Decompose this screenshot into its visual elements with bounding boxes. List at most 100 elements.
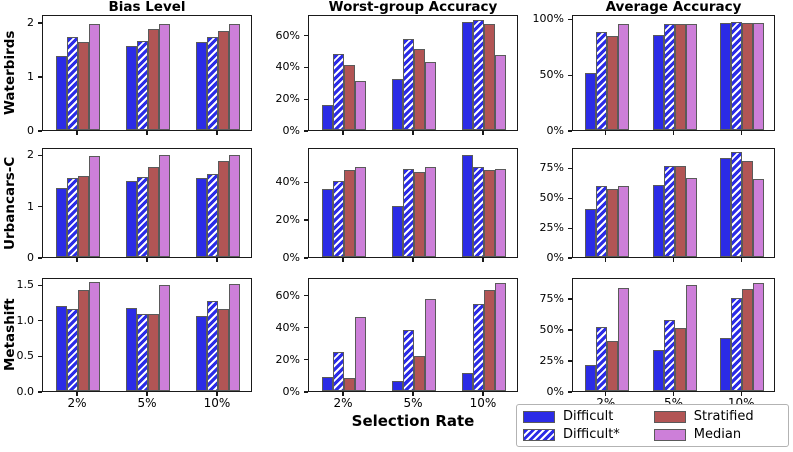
- bar-median-5pct: [685, 177, 697, 257]
- legend-column: Difficult Difficult*: [523, 408, 620, 442]
- legend-swatch-median: [653, 428, 686, 441]
- subplot-metashift-worst-group-accuracy: [308, 278, 518, 392]
- bar-stratified-5pct: [674, 24, 686, 130]
- legend-label-difficult: Difficult: [563, 408, 614, 424]
- y-tick-label: 0.5: [16, 349, 35, 363]
- x-tick-label-2pct: 2%: [67, 396, 87, 410]
- bar-difficult-2pct: [333, 181, 344, 257]
- x-tick-label-5pct: 5%: [137, 396, 157, 410]
- y-tick-label: 50%: [539, 323, 564, 337]
- bar-difficult-10pct: [473, 20, 484, 130]
- y-tick-label: 20%: [275, 213, 300, 227]
- bar-stratified-2pct: [606, 36, 618, 130]
- y-tick-mark: [304, 98, 308, 100]
- y-tick-mark: [568, 130, 572, 132]
- y-tick-mark: [304, 359, 308, 361]
- x-tick-mark: [672, 258, 675, 262]
- y-tick-mark: [38, 284, 42, 286]
- y-tick-mark: [304, 295, 308, 297]
- y-tick-label: 1: [27, 70, 34, 84]
- bar-stratified-2pct: [606, 341, 618, 391]
- bar-difficult-5pct: [137, 314, 148, 391]
- x-axis-label: Selection Rate: [351, 412, 475, 430]
- bar-stratified-10pct: [742, 22, 754, 130]
- bar-median-5pct: [159, 23, 170, 130]
- bar-difficult-2pct: [584, 364, 596, 391]
- y-tick-mark: [568, 18, 572, 21]
- x-tick-mark: [605, 392, 607, 396]
- y-tick-mark: [568, 227, 572, 229]
- y-tick-mark: [304, 327, 308, 329]
- y-tick-mark: [38, 76, 42, 78]
- bar-stratified-10pct: [218, 160, 229, 257]
- legend-label-stratified: Stratified: [693, 408, 754, 424]
- bar-difficult-5pct: [652, 185, 664, 257]
- legend-label-difficult: Difficult*: [563, 426, 620, 442]
- bar-difficult-2pct: [56, 305, 67, 391]
- y-tick-label: 40%: [275, 320, 300, 334]
- bar-difficult-5pct: [403, 168, 414, 257]
- bar-median-2pct: [617, 24, 629, 130]
- bar-difficult-5pct: [126, 307, 137, 391]
- bar-difficult-2pct: [322, 104, 333, 130]
- y-tick-mark: [304, 130, 308, 132]
- bar-median-2pct: [89, 24, 100, 130]
- column-title-worst-group-accuracy: Worst-group Accuracy: [328, 0, 498, 15]
- bar-stratified-5pct: [674, 166, 686, 257]
- y-tick-mark: [38, 320, 42, 322]
- bar-median-5pct: [425, 299, 436, 391]
- bar-difficult-2pct: [595, 31, 607, 130]
- legend-swatch-difficult: [523, 428, 555, 441]
- y-tick-label: 1: [27, 199, 34, 213]
- chart-legend: Difficult Difficult* Stratified Median: [516, 404, 789, 447]
- column-title-bias-level: Bias Level: [108, 0, 186, 15]
- y-tick-label: 0%: [546, 124, 564, 137]
- y-tick-mark: [38, 154, 42, 156]
- x-tick-mark: [216, 258, 218, 262]
- x-tick-mark: [216, 392, 218, 396]
- bar-median-2pct: [355, 80, 366, 130]
- bar-difficult-5pct: [663, 319, 675, 391]
- bar-stratified-2pct: [344, 169, 355, 257]
- bar-difficult-2pct: [67, 36, 78, 130]
- y-tick-mark: [304, 35, 308, 37]
- bar-difficult-5pct: [126, 45, 137, 130]
- y-tick-label: 40%: [275, 175, 300, 189]
- bar-difficult-10pct: [207, 301, 218, 391]
- y-tick-label: 20%: [275, 92, 300, 106]
- bar-difficult-10pct: [720, 22, 732, 130]
- bar-difficult-5pct: [392, 380, 403, 391]
- y-tick-mark: [568, 257, 572, 259]
- y-tick-label: 0: [27, 251, 34, 264]
- bar-stratified-2pct: [344, 378, 355, 391]
- bar-difficult-2pct: [595, 186, 607, 257]
- row-label-metashift: Metashift: [2, 298, 18, 372]
- y-tick-mark: [568, 167, 572, 169]
- x-tick-mark: [740, 258, 742, 262]
- x-tick-label-10pct: 10%: [469, 396, 497, 410]
- y-tick-mark: [304, 66, 308, 69]
- bar-stratified-5pct: [674, 327, 686, 391]
- bar-median-10pct: [753, 178, 765, 257]
- y-tick-mark: [38, 391, 42, 393]
- bar-median-2pct: [617, 186, 629, 257]
- bar-difficult-5pct: [137, 40, 148, 130]
- x-tick-mark: [146, 258, 148, 262]
- subplot-urbancars-c-average-accuracy: [572, 148, 775, 258]
- y-tick-label: 0.0: [16, 385, 35, 398]
- bar-difficult-5pct: [663, 24, 675, 130]
- y-tick-mark: [304, 219, 308, 221]
- bar-median-2pct: [89, 282, 100, 391]
- y-tick-label: 2: [27, 148, 34, 162]
- bar-stratified-10pct: [742, 161, 754, 257]
- bar-stratified-2pct: [344, 64, 355, 130]
- bar-stratified-10pct: [742, 288, 754, 391]
- bar-stratified-10pct: [484, 289, 495, 391]
- legend-swatch-stratified: [653, 410, 686, 423]
- bar-difficult-5pct: [392, 205, 403, 257]
- bar-difficult-10pct: [462, 154, 473, 257]
- bar-stratified-2pct: [78, 175, 89, 257]
- y-tick-label: 20%: [275, 352, 300, 366]
- bar-difficult-10pct: [731, 21, 743, 130]
- bar-median-10pct: [229, 23, 240, 130]
